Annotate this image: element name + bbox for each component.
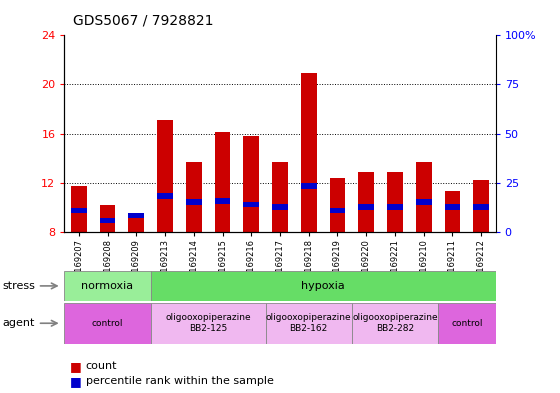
Bar: [151, 271, 496, 301]
Bar: [416, 199, 432, 205]
Bar: [330, 208, 346, 213]
Bar: [100, 205, 115, 232]
Bar: [214, 198, 230, 204]
Bar: [244, 136, 259, 232]
Bar: [358, 204, 374, 210]
Bar: [445, 191, 460, 232]
Text: control: control: [451, 319, 483, 328]
Bar: [301, 184, 316, 189]
Bar: [214, 132, 230, 232]
Text: agent: agent: [3, 318, 35, 328]
Bar: [272, 162, 288, 232]
Bar: [100, 218, 115, 223]
Text: oligooxopiperazine
BB2-162: oligooxopiperazine BB2-162: [266, 313, 352, 333]
Bar: [387, 204, 403, 210]
Text: ■: ■: [70, 375, 82, 388]
Text: GDS5067 / 7928821: GDS5067 / 7928821: [73, 14, 213, 28]
Text: control: control: [92, 319, 123, 328]
Bar: [128, 213, 144, 219]
Bar: [445, 204, 460, 210]
Bar: [128, 213, 144, 232]
Bar: [157, 193, 173, 199]
Bar: [301, 73, 316, 232]
Text: percentile rank within the sample: percentile rank within the sample: [86, 376, 273, 386]
Bar: [416, 162, 432, 232]
Text: count: count: [86, 361, 117, 371]
Text: stress: stress: [3, 281, 36, 291]
Text: oligooxopiperazine
BB2-282: oligooxopiperazine BB2-282: [352, 313, 438, 333]
Text: normoxia: normoxia: [81, 281, 134, 291]
Bar: [64, 271, 151, 301]
Bar: [352, 303, 438, 344]
Bar: [473, 204, 489, 210]
Text: oligooxopiperazine
BB2-125: oligooxopiperazine BB2-125: [165, 313, 251, 333]
Bar: [330, 178, 346, 232]
Bar: [358, 172, 374, 232]
Bar: [265, 303, 352, 344]
Text: hypoxia: hypoxia: [301, 281, 345, 291]
Bar: [387, 172, 403, 232]
Bar: [71, 186, 87, 232]
Bar: [64, 303, 151, 344]
Bar: [186, 199, 202, 205]
Bar: [438, 303, 496, 344]
Text: ■: ■: [70, 360, 82, 373]
Bar: [71, 208, 87, 213]
Bar: [186, 162, 202, 232]
Bar: [157, 120, 173, 232]
Bar: [272, 204, 288, 210]
Bar: [473, 180, 489, 232]
Bar: [151, 303, 265, 344]
Bar: [244, 202, 259, 207]
